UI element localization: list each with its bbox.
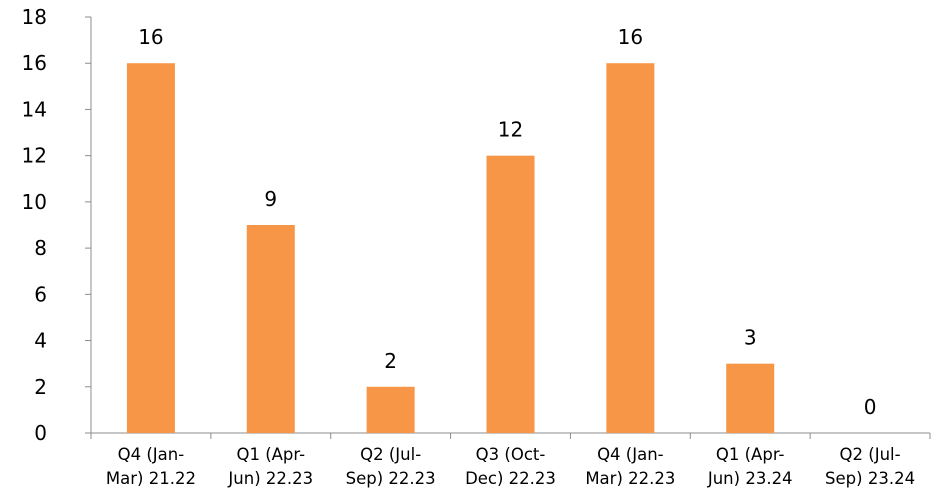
x-axis <box>90 432 931 439</box>
category-label-line: Q2 (Jul- <box>360 445 421 464</box>
bar <box>606 63 655 433</box>
bar <box>246 225 295 433</box>
y-tick-label: 12 <box>22 144 47 168</box>
y-tick-label: 0 <box>34 421 47 445</box>
category-label-line: Mar) 21.22 <box>106 469 196 488</box>
data-label: 9 <box>264 187 277 211</box>
y-axis: 0 2 4 6 8 10 12 14 16 18 <box>22 5 92 445</box>
data-label: 2 <box>384 349 397 373</box>
category-label-line: Q4 (Jan- <box>597 445 664 464</box>
category-labels: Q4 (Jan- Mar) 21.22 Q1 (Apr- Jun) 22.23 Q2 (… <box>106 445 915 488</box>
category-label: Q2 (Jul- Sep) 22.23 <box>346 445 436 488</box>
category-label: Q4 (Jan- Mar) 21.22 <box>106 445 196 488</box>
bars <box>126 63 775 433</box>
y-tick-label: 4 <box>34 329 47 353</box>
category-label-line: Q4 (Jan- <box>118 445 185 464</box>
y-tick-label: 2 <box>34 375 47 399</box>
category-label-line: Q1 (Apr- <box>716 445 785 464</box>
category-label: Q3 (Oct- Dec) 22.23 <box>465 445 556 488</box>
category-label-line: Jun) 22.23 <box>227 469 313 488</box>
bar <box>486 155 535 433</box>
category-label: Q1 (Apr- Jun) 22.23 <box>227 445 313 488</box>
category-label-line: Mar) 22.23 <box>585 469 675 488</box>
data-label: 12 <box>498 118 523 142</box>
bar <box>126 63 175 433</box>
data-label: 3 <box>744 326 757 350</box>
y-tick-label: 10 <box>22 190 47 214</box>
category-label-line: Dec) 22.23 <box>465 469 556 488</box>
category-label: Q1 (Apr- Jun) 23.24 <box>707 445 793 488</box>
y-tick-label: 14 <box>22 97 47 121</box>
data-labels: 16 9 2 12 16 3 0 <box>138 25 876 419</box>
category-label-line: Sep) 22.23 <box>346 469 436 488</box>
category-label-line: Sep) 23.24 <box>825 469 915 488</box>
category-label-line: Jun) 23.24 <box>707 469 793 488</box>
y-tick-label: 16 <box>22 51 47 75</box>
category-label-line: Q1 (Apr- <box>236 445 305 464</box>
y-tick-label: 8 <box>34 236 47 260</box>
category-label: Q2 (Jul- Sep) 23.24 <box>825 445 915 488</box>
bar <box>366 386 415 433</box>
y-tick-label: 18 <box>22 5 47 29</box>
category-label: Q4 (Jan- Mar) 22.23 <box>585 445 675 488</box>
category-label-line: Q3 (Oct- <box>476 445 546 464</box>
y-tick-label: 6 <box>34 282 47 306</box>
data-label: 0 <box>864 395 877 419</box>
category-label-line: Q2 (Jul- <box>840 445 901 464</box>
data-label: 16 <box>618 25 643 49</box>
data-label: 16 <box>138 25 163 49</box>
bar <box>726 363 775 433</box>
